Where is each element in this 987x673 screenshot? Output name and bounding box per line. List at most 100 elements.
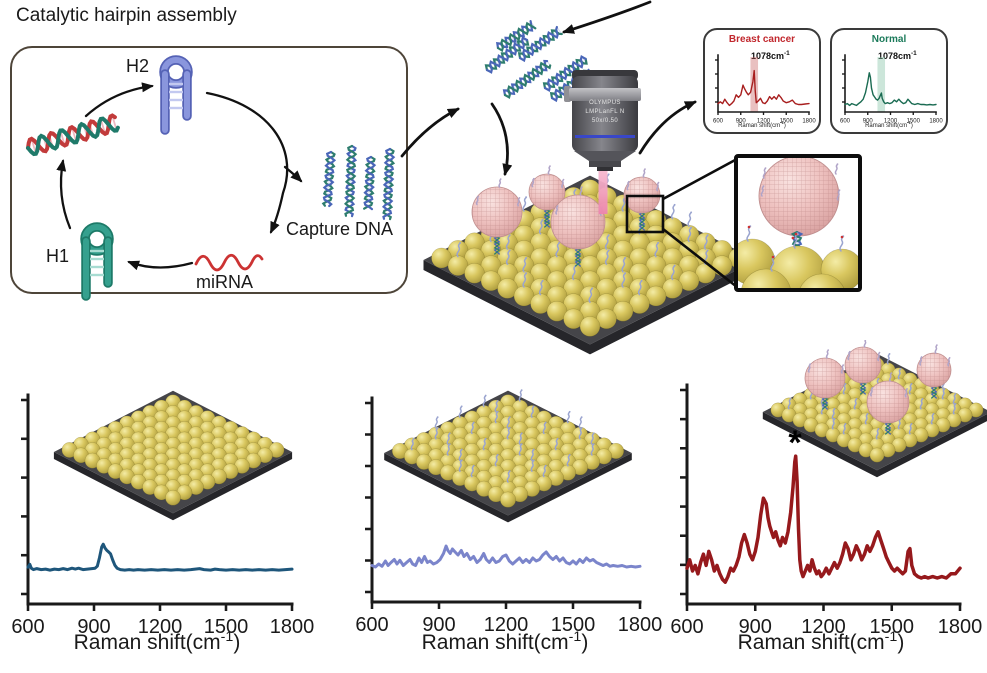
breast-xaxis-label: Raman shift(cm-1) (705, 120, 819, 129)
normal-xaxis-label: Raman shift(cm-1) (832, 120, 946, 129)
peak-asterisk-annotation: * (788, 424, 802, 462)
arrow (638, 100, 697, 155)
x-tick-label: 900 (77, 616, 110, 638)
xaxis-label-close: ) (233, 631, 241, 654)
x-tick-label: 1800 (929, 119, 943, 125)
objective-brand-text: OLYMPUS (589, 100, 621, 106)
normal-inset-panel: Normal 1078cm-1 600 900 1200 1500 1800 Raman… (830, 28, 948, 134)
xaxis-label-close: ) (783, 123, 786, 129)
normal-title: Normal (871, 34, 907, 45)
arrow (283, 165, 303, 183)
sers-tag-array-inset (762, 340, 987, 478)
xaxis-label-close: ) (581, 631, 589, 654)
peak-label-text: 1078cm (751, 51, 785, 61)
microscope-objective (564, 70, 641, 171)
x-tick-label: 1200 (484, 614, 529, 636)
xaxis-label-sup: -1 (884, 629, 898, 645)
arrow (127, 260, 194, 271)
arrow (400, 107, 460, 158)
magnified-inset-content (738, 158, 858, 288)
x-tick-label: 1200 (884, 119, 898, 125)
breast-cancer-spectrum: 600 900 1200 1500 1800 (713, 54, 816, 125)
breast-cancer-inset-panel: Breast cancer 1078cm-1 600 900 1200 1500 180… (703, 28, 821, 134)
spectrum-line (717, 69, 810, 107)
zoom-indicator (625, 157, 738, 289)
figure-title: Catalytic hairpin assembly (16, 5, 237, 26)
x-tick-label: 600 (713, 119, 724, 125)
main-sers-substrate-scene (423, 165, 757, 355)
highlight-band (877, 57, 886, 112)
x-tick-label: 1200 (801, 616, 846, 638)
h1-hairpin-label: H1 (46, 246, 70, 266)
inset-border (734, 154, 862, 292)
mirna-strand (194, 253, 264, 272)
panel1-plot: 600 900 1200 1500 1800 (11, 393, 315, 638)
x-tick-label: 1500 (907, 119, 921, 125)
xaxis-label-sup: -1 (568, 629, 582, 645)
x-tick-label: 1800 (270, 616, 315, 638)
breast-plot: 600 900 1200 1500 1800 (713, 54, 816, 125)
arrow (490, 102, 513, 176)
x-tick-label: 900 (422, 614, 455, 636)
xaxis-label-text: Raman shift(cm (865, 123, 908, 129)
x-tick-label: 600 (11, 616, 44, 638)
x-tick-label: 1500 (780, 119, 794, 125)
x-tick-label: 600 (670, 616, 703, 638)
peak-label-text: 1078cm (878, 51, 912, 61)
x-tick-label: 600 (355, 614, 388, 636)
xaxis-label-text: Raman shift(cm (738, 123, 781, 129)
arrow (84, 82, 154, 118)
peak-1078-label-normal: 1078cm-1 (878, 50, 917, 61)
xaxis-label-sup: -1 (780, 120, 784, 125)
xaxis-label-sup: -1 (220, 629, 234, 645)
laser-beam (598, 168, 608, 214)
bare-substrate-spectrum-panel: 600 900 1200 1500 1800 (11, 390, 315, 638)
x-tick-label: 600 (840, 119, 851, 125)
spectrum-line (370, 544, 642, 569)
xaxis-label-text: Raman shift(cm (737, 631, 885, 654)
spectrum-line (685, 454, 962, 584)
peak-label-sup: -1 (911, 50, 917, 57)
normal-plot: 600 900 1200 1500 1800 (840, 54, 943, 125)
xaxis-label-text: Raman shift(cm (73, 631, 221, 654)
x-tick-label: 1800 (802, 119, 816, 125)
peak-1078-label-breast: 1078cm-1 (751, 50, 790, 61)
x-tick-label: 1200 (757, 119, 771, 125)
arrow (56, 159, 72, 230)
spectrum-line (26, 542, 294, 572)
normal-spectrum: 600 900 1200 1500 1800 (840, 54, 943, 125)
x-tick-label: 900 (736, 119, 747, 125)
xaxis-label-sup: -1 (907, 120, 911, 125)
xaxis-label-close: ) (897, 631, 905, 654)
capture-dna-label: Capture DNA (286, 219, 394, 239)
x-tick-label: 1200 (138, 616, 183, 638)
h2-hairpin-label: H2 (126, 56, 150, 76)
peak-label-sup: -1 (784, 50, 790, 57)
xaxis-label-close: ) (910, 123, 913, 129)
arrow (205, 91, 289, 234)
objective-model-text: LMPLanFL N (585, 109, 625, 115)
panel2-plot: 600 900 1200 1500 1800 (355, 396, 663, 636)
xaxis-label-text: Raman shift(cm (421, 631, 569, 654)
bare-gold-array-inset (53, 390, 293, 521)
panel3-plot: 600 900 1200 1500 1800 (670, 383, 982, 638)
x-tick-label: 1800 (618, 614, 663, 636)
spectrum-line (844, 72, 937, 107)
x-tick-label: 1500 (204, 616, 249, 638)
sers-tag-substrate-spectrum-panel: 600 900 1200 1500 1800 (670, 340, 987, 638)
breast-cancer-title: Breast cancer (728, 34, 796, 45)
mirna-label: miRNA (196, 272, 253, 292)
objective-spec-text: 50x/0.50 (591, 118, 619, 124)
x-tick-label: 1500 (551, 614, 596, 636)
capture-dna-substrate-spectrum-panel: 600 900 1200 1500 1800 (355, 389, 663, 636)
x-tick-label: 1500 (870, 616, 915, 638)
panel1-xaxis-label: Raman shift(cm-1) (35, 629, 279, 655)
capture-dna-array-inset (384, 389, 632, 523)
panel2-xaxis-label: Raman shift(cm-1) (383, 629, 627, 655)
x-tick-label: 900 (739, 616, 772, 638)
cha-assembly-box (10, 46, 408, 294)
panel3-xaxis-label: Raman shift(cm-1) (699, 629, 943, 655)
cha-cycle-graphics (26, 55, 396, 301)
